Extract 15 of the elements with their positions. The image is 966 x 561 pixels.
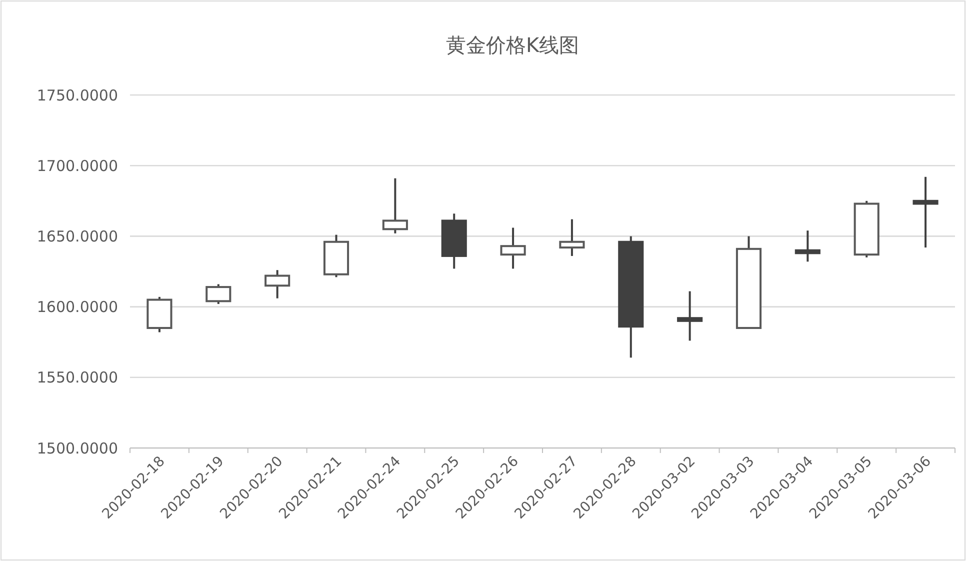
y-tick-label: 1500.0000	[36, 439, 118, 458]
y-tick-label: 1650.0000	[36, 227, 118, 246]
candlestick	[912, 176, 938, 248]
candlestick	[794, 230, 820, 263]
candlestick	[382, 177, 408, 234]
candlestick	[500, 226, 526, 270]
candlestick	[559, 218, 585, 257]
y-tick-label: 1550.0000	[36, 368, 118, 387]
candlestick	[264, 269, 290, 300]
y-tick-label: 1700.0000	[36, 156, 118, 175]
chart-title: 黄金价格K线图	[446, 33, 580, 57]
candlestick	[677, 290, 703, 342]
y-tick-label: 1750.0000	[36, 86, 118, 104]
y-tick-label: 1600.0000	[36, 298, 118, 316]
candlestick	[206, 283, 232, 305]
